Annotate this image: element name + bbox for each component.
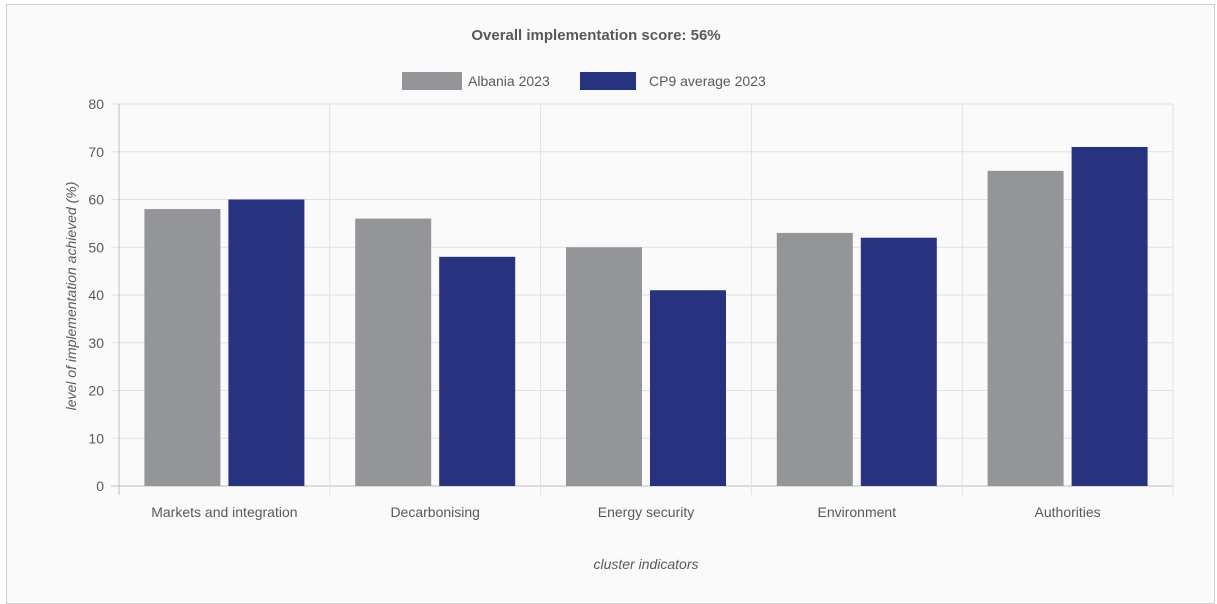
y-tick-label: 30 [88,335,104,351]
y-tick-label: 60 [88,192,104,208]
bar-cp9-average[interactable] [650,290,726,486]
x-axis-title: cluster indicators [593,556,698,572]
y-tick-label: 40 [88,287,104,303]
y-tick-label: 70 [88,144,104,160]
y-tick-label: 0 [96,478,104,494]
x-tick-label: Environment [818,504,897,520]
y-axis-title: level of implementation achieved (%) [63,182,79,411]
legend-item-cp9-average[interactable]: CP9 average 2023 [580,72,766,90]
bar-cp9-average[interactable] [228,199,305,487]
y-tick-label: 20 [88,383,104,399]
legend-item-albania[interactable]: Albania 2023 [402,72,550,90]
legend-swatch-cp9-average [580,72,636,90]
bar-cp9-average[interactable] [860,237,937,486]
legend-label-cp9-average: CP9 average 2023 [649,73,766,89]
x-tick-label: Energy security [598,504,694,520]
x-tick-label: Markets and integration [151,504,297,520]
x-tick-label: Decarbonising [390,504,480,520]
legend-label-albania: Albania 2023 [468,73,550,89]
chart-title: Overall implementation score: 56% [471,27,720,44]
bar-cp9-average[interactable] [439,256,516,486]
y-tick-label: 10 [88,430,104,446]
x-tick-label: Authorities [1035,504,1101,520]
y-axis-ticks: 0 10 20 30 40 50 60 70 80 [88,96,104,494]
legend: Albania 2023 CP9 average 2023 [402,72,766,90]
bar-cp9-average[interactable] [1071,146,1148,486]
bar-albania[interactable] [144,209,221,487]
bar-albania[interactable] [566,247,642,486]
legend-swatch-albania [402,72,462,90]
bar-albania[interactable] [776,232,853,486]
y-tick-label: 80 [88,96,104,112]
bar-albania[interactable] [355,218,432,486]
y-tick-label: 50 [88,239,104,255]
bar-albania[interactable] [987,170,1064,486]
bars [144,146,1148,487]
x-axis-ticks: Markets and integration Decarbonising Ener… [151,504,1100,520]
